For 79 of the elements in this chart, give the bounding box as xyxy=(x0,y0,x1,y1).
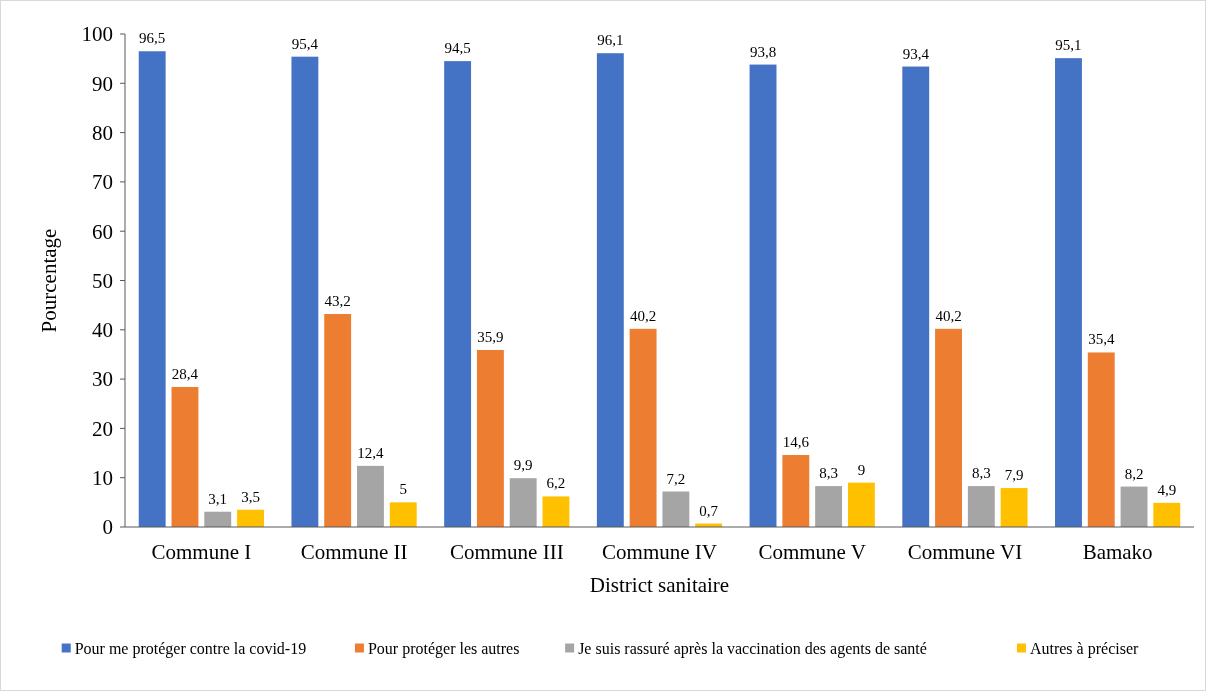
x-tick-label: Commune V xyxy=(758,540,866,564)
x-axis-title: District sanitaire xyxy=(589,573,730,597)
data-label: 40,2 xyxy=(629,307,657,324)
data-label: 6,2 xyxy=(546,475,566,492)
y-tick-label: 0 xyxy=(102,515,113,540)
y-tick-label: 80 xyxy=(92,120,113,145)
bar xyxy=(749,64,777,527)
x-tick-label: Commune VI xyxy=(907,540,1023,564)
y-tick-label: 60 xyxy=(92,219,113,244)
bar xyxy=(171,386,199,527)
bar xyxy=(1153,502,1181,527)
x-tick-label: Bamako xyxy=(1082,540,1153,564)
y-tick-label: 40 xyxy=(92,318,113,343)
bar xyxy=(1055,58,1082,527)
bar xyxy=(662,491,690,527)
y-tick-label: 30 xyxy=(92,367,113,392)
data-label: 35,4 xyxy=(1088,331,1115,348)
bar xyxy=(204,511,232,527)
bar xyxy=(1120,486,1148,527)
data-label: 96,5 xyxy=(139,30,166,47)
data-label: 40,2 xyxy=(935,307,962,324)
data-label: 95,1 xyxy=(1055,37,1082,54)
data-label: 3,1 xyxy=(208,490,228,507)
data-label: 96,1 xyxy=(597,32,624,49)
data-label: 8,3 xyxy=(819,465,838,482)
y-tick-label: 10 xyxy=(92,466,113,491)
data-label: 5 xyxy=(399,481,407,498)
data-label: 3,5 xyxy=(241,488,260,505)
data-label: 28,4 xyxy=(171,365,199,382)
data-label: 94,5 xyxy=(444,40,471,57)
bar xyxy=(237,509,264,527)
data-label: 7,2 xyxy=(666,470,686,487)
x-tick-label: Commune I xyxy=(151,540,252,564)
bar xyxy=(542,496,570,527)
data-label: 93,4 xyxy=(902,45,930,62)
y-axis-title: Pourcentage xyxy=(37,228,61,333)
data-label: 9,9 xyxy=(513,457,533,474)
bar xyxy=(782,455,810,527)
x-tick-label: Commune III xyxy=(449,540,564,564)
legend-label: Pour me protéger contre la covid-19 xyxy=(74,639,307,658)
legend-label: Autres à préciser xyxy=(1029,639,1140,658)
data-label: 12,4 xyxy=(357,444,385,461)
bar xyxy=(389,502,417,527)
legend-label: Je suis rassuré après la vaccination des agents de santé xyxy=(578,639,927,658)
bar xyxy=(476,350,504,527)
data-label: 4,9 xyxy=(1157,481,1177,498)
y-tick-label: 100 xyxy=(81,22,113,47)
x-tick-label: Commune IV xyxy=(602,540,717,564)
data-label: 9 xyxy=(857,461,866,478)
bar xyxy=(629,328,657,527)
legend-label: Pour protéger les autres xyxy=(367,639,520,658)
y-tick-label: 50 xyxy=(92,268,113,293)
y-tick-label: 20 xyxy=(92,416,113,441)
data-label: 43,2 xyxy=(324,293,351,310)
bar xyxy=(935,328,962,527)
y-tick-label: 70 xyxy=(92,170,113,195)
bar xyxy=(324,314,352,527)
bar xyxy=(291,56,319,527)
bar xyxy=(138,51,166,527)
bar xyxy=(847,482,875,527)
bar xyxy=(967,486,995,527)
bar xyxy=(357,465,384,527)
bar xyxy=(596,53,624,527)
bar xyxy=(815,486,843,527)
bar xyxy=(902,66,930,527)
x-tick-label: Commune II xyxy=(300,540,408,564)
data-label: 0,7 xyxy=(699,502,719,519)
bar xyxy=(1000,488,1028,527)
bar xyxy=(444,61,472,527)
y-tick-label: 90 xyxy=(92,71,113,96)
data-label: 8,3 xyxy=(971,465,991,482)
data-label: 95,4 xyxy=(291,35,319,52)
data-label: 35,9 xyxy=(477,329,504,346)
data-label: 14,6 xyxy=(782,434,810,451)
bar xyxy=(509,478,537,527)
bar xyxy=(1087,352,1115,527)
data-label: 7,9 xyxy=(1004,467,1024,484)
data-label: 93,8 xyxy=(749,43,777,60)
data-label: 8,2 xyxy=(1124,465,1144,482)
